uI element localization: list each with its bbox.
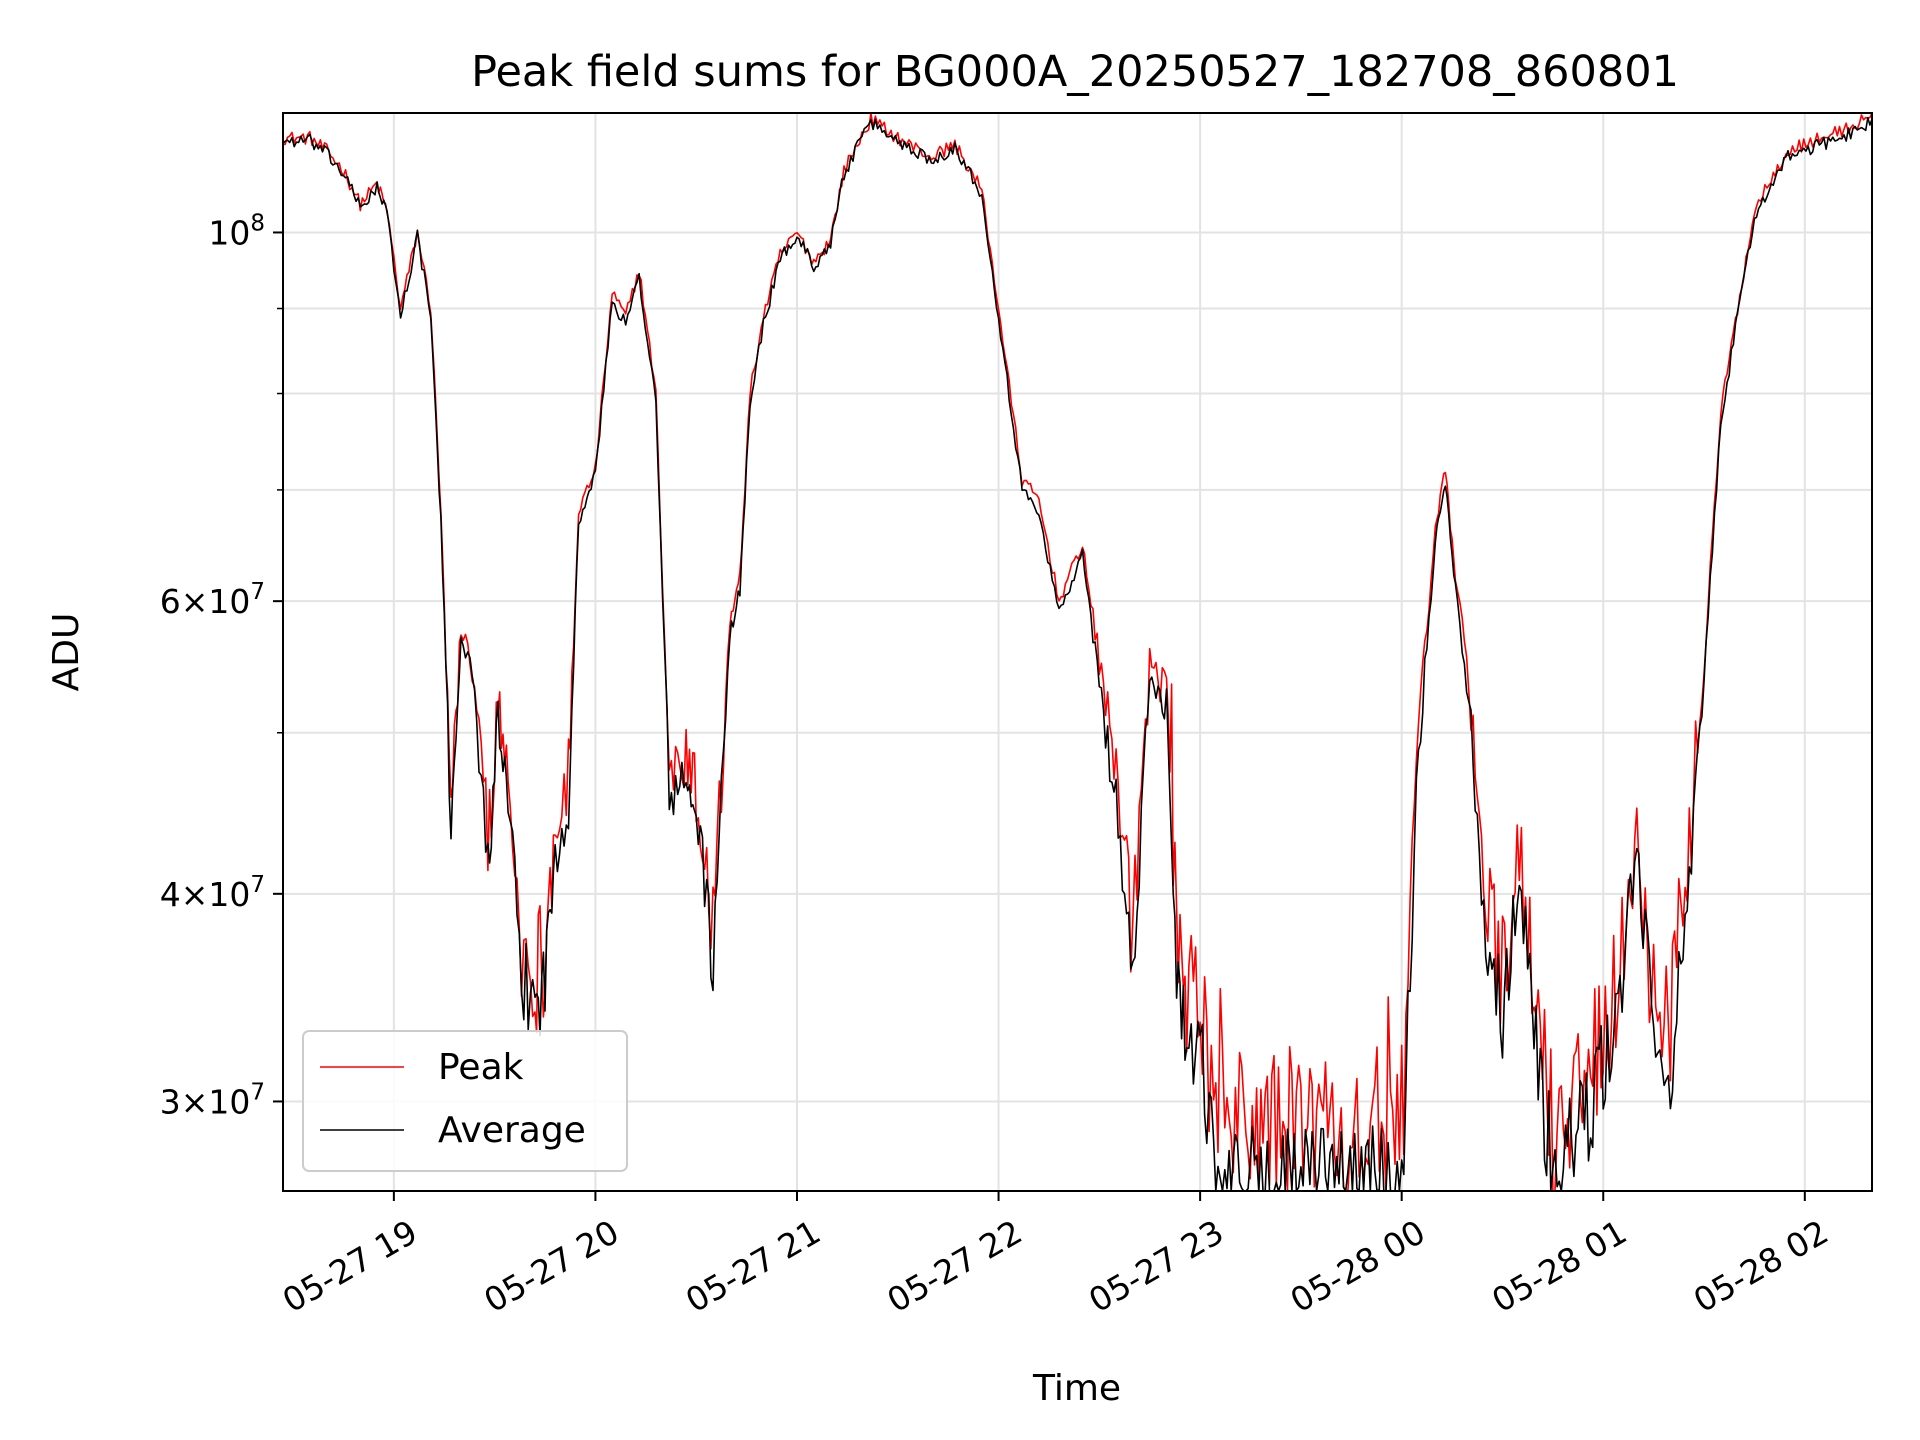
- series-line-average: [282, 116, 1873, 1192]
- grid: [283, 113, 1872, 1191]
- legend-box: [302, 1030, 628, 1172]
- legend-label-average: Average: [438, 1110, 586, 1151]
- y-tick-label: 6×107: [160, 579, 265, 621]
- legend: Peak Average: [302, 1030, 628, 1172]
- x-tick-label: 05-28 00: [1284, 1212, 1432, 1320]
- y-tick-label: 4×107: [160, 872, 265, 914]
- x-tick-label: 05-28 02: [1687, 1212, 1835, 1320]
- y-tick-label: 3×107: [160, 1079, 265, 1121]
- x-axis: 05-27 19 05-27 20 05-27 21 05-27 22 05-27 23…: [276, 1191, 1835, 1320]
- x-tick-label: 05-27 19: [276, 1212, 424, 1320]
- y-axis-label: ADU: [46, 613, 87, 692]
- x-tick-label: 05-27 22: [881, 1212, 1029, 1320]
- plot-frame: [282, 112, 1873, 1192]
- legend-label-peak: Peak: [438, 1047, 524, 1088]
- x-tick-label: 05-28 01: [1485, 1212, 1633, 1320]
- series-layer: [282, 112, 1873, 1192]
- chart-title: Peak field sums for BG000A_20250527_1827…: [471, 47, 1679, 97]
- x-tick-label: 05-27 21: [679, 1212, 827, 1320]
- y-tick-label: 108: [208, 210, 265, 252]
- x-tick-label: 05-27 20: [477, 1212, 625, 1320]
- y-axis: 108 6×107 4×107 3×107: [160, 210, 283, 1121]
- series-line-peak: [283, 112, 1873, 1192]
- x-tick-label: 05-27 23: [1082, 1212, 1230, 1320]
- x-axis-label: Time: [1032, 1368, 1121, 1409]
